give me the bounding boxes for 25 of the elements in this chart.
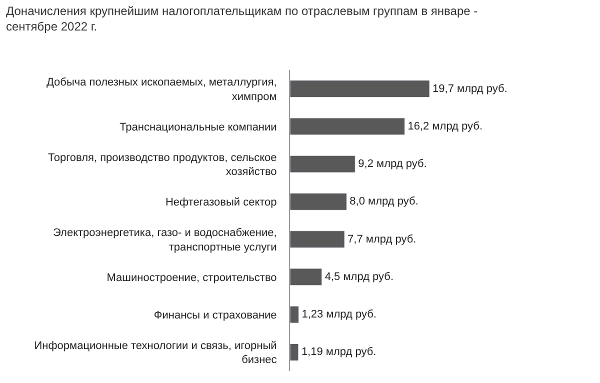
data-label: 8,0 млрд руб. [350,196,418,208]
bar [290,155,356,173]
bar [290,268,322,286]
bar [290,306,299,324]
data-label: 4,5 млрд руб. [324,270,394,283]
y-tick-label: Добыча полезных ископаемых, металлургия, химпром [46,76,277,103]
data-label: 7,7 млрд руб. [348,233,416,246]
y-tick-label: Транснациональные компании [120,121,277,134]
bar [290,343,299,361]
bar [290,192,347,210]
data-label: 1,19 млрд руб. [301,346,376,358]
y-tick-label: Финансы и страхование [154,309,277,322]
data-label: 9,2 млрд руб. [358,158,427,170]
data-label: 19,7 млрд руб. [432,82,508,95]
bar [290,118,405,136]
bar [290,80,430,98]
y-tick-label: Торговля, производство продуктов, сельское хозяйство [48,152,277,178]
data-label: 16,2 млрд руб. [408,120,483,132]
bar [290,230,345,248]
data-label: 1,23 млрд руб. [302,308,376,321]
y-tick-label: Информационные технологии и связь, игорный бизнес [34,340,278,366]
y-tick-label: Машиностроение, строительство [106,272,277,284]
chart-title: Доначисления крупнейшим налогоплательщикам по отраслевым группам в январе - сентябре 2022 г. [6,4,478,34]
y-tick-label: Электроэнергетика, газо- и водоснабжение, транспортные услуги [53,227,277,254]
y-tick-label: Нефтегазовый сектор [165,196,277,209]
